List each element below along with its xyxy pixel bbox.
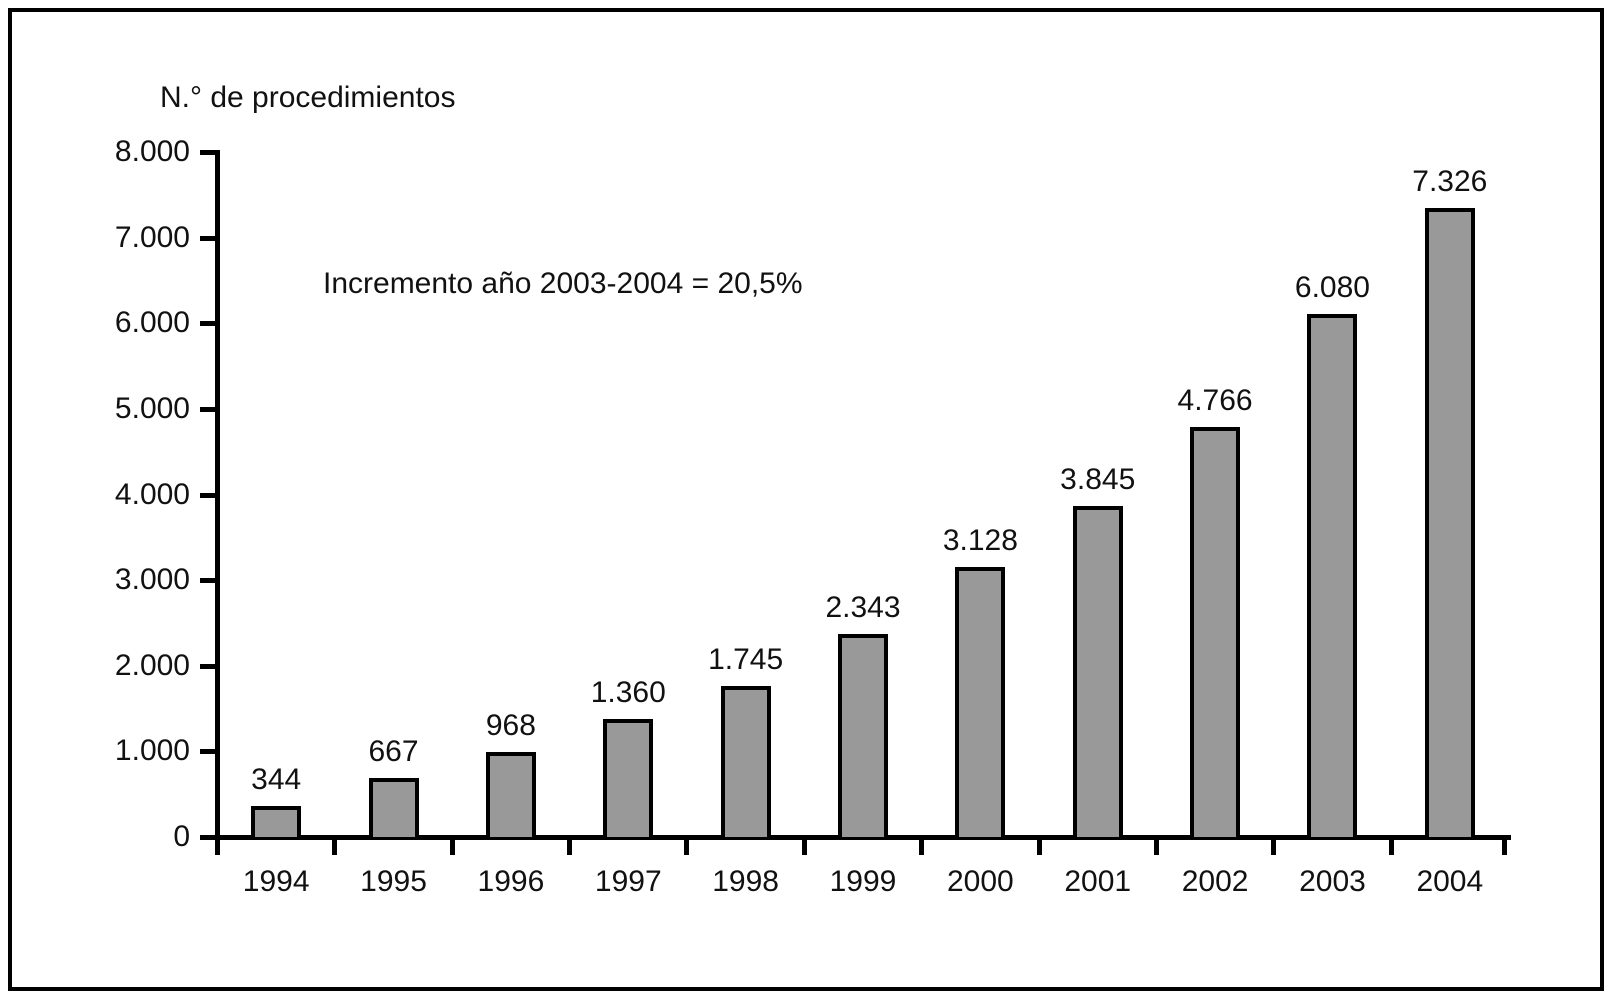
x-axis-tick	[1153, 840, 1159, 855]
y-tick-label: 1.000	[114, 734, 190, 768]
y-axis-tick	[200, 663, 215, 669]
figure-border	[8, 8, 1604, 991]
y-tick-label: 8.000	[114, 135, 190, 168]
bar-1995	[368, 778, 419, 837]
bar-value-label: 1.745	[708, 643, 784, 676]
x-category-label: 1999	[829, 865, 897, 898]
bar-1999	[838, 634, 888, 837]
bar-value-label: 968	[485, 709, 536, 742]
y-axis-tick	[200, 835, 215, 840]
annotation-increment: Incremento año 2003-2004 = 20,5%	[323, 267, 803, 300]
x-axis-tick	[449, 840, 455, 855]
bar-value-label: 2.343	[825, 591, 901, 624]
bar-2004	[1424, 208, 1475, 837]
y-axis-tick	[200, 492, 215, 498]
x-category-label: 1997	[594, 865, 662, 898]
x-axis-tick	[215, 840, 220, 855]
bar-2000	[955, 567, 1006, 837]
y-axis-tick	[200, 321, 215, 327]
bar-1996	[485, 752, 536, 837]
y-axis-tick	[200, 578, 215, 584]
bar-value-label: 344	[251, 763, 302, 796]
x-category-label: 2003	[1299, 865, 1366, 898]
y-tick-label: 5.000	[114, 391, 190, 425]
x-axis-tick	[1271, 840, 1277, 855]
x-category-label: 2000	[946, 865, 1014, 898]
x-axis-tick	[567, 840, 573, 855]
x-axis-tick	[1036, 840, 1042, 855]
chart-title: N.° de procedimientos	[160, 81, 456, 114]
y-axis	[215, 150, 220, 840]
x-category-label: 2001	[1064, 865, 1132, 898]
x-category-label: 1998	[712, 865, 779, 898]
y-tick-label: 2.000	[114, 648, 190, 682]
y-axis-tick	[200, 150, 215, 155]
bar-value-label: 7.326	[1412, 165, 1488, 198]
bar-value-label: 3.845	[1060, 463, 1136, 496]
y-axis-tick	[200, 235, 215, 241]
y-tick-label: 4.000	[114, 477, 190, 511]
bar-value-label: 667	[368, 735, 419, 768]
bar-1994	[251, 806, 302, 837]
bar-value-label: 3.128	[942, 524, 1018, 557]
x-axis-tick	[684, 840, 690, 855]
bar-value-label: 4.766	[1177, 384, 1253, 417]
y-tick-label: 3.000	[114, 563, 190, 597]
bar-2001	[1072, 506, 1123, 837]
bar-1997	[603, 719, 654, 837]
x-category-label: 2004	[1416, 865, 1484, 898]
x-category-label: 1995	[360, 865, 427, 898]
bar-2003	[1307, 314, 1358, 837]
bar-1998	[720, 686, 771, 837]
y-tick-label: 6.000	[114, 306, 190, 340]
x-axis-tick	[1502, 840, 1507, 855]
bar-value-label: 6.080	[1294, 271, 1370, 304]
x-axis-tick	[1388, 840, 1394, 855]
bar-2002	[1190, 427, 1241, 837]
x-category-label: 1994	[242, 865, 310, 898]
y-tick-label: 0	[173, 820, 190, 853]
x-axis-tick	[801, 840, 807, 855]
y-axis-tick	[200, 406, 215, 412]
bar-value-label: 1.360	[590, 676, 666, 709]
x-category-label: 2002	[1181, 865, 1249, 898]
x-axis	[215, 835, 1511, 840]
x-axis-tick	[332, 840, 338, 855]
y-tick-label: 7.000	[114, 220, 190, 254]
x-axis-tick	[919, 840, 925, 855]
x-category-label: 1996	[477, 865, 545, 898]
y-axis-tick	[200, 749, 215, 755]
